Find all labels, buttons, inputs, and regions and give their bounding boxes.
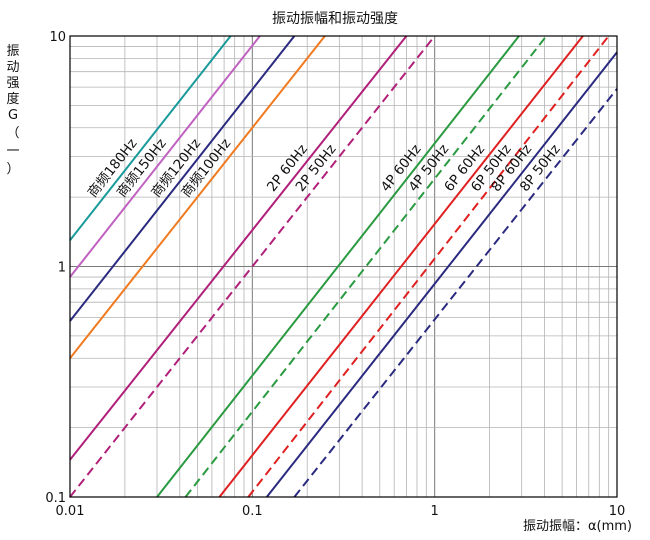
series-lines (69, 35, 618, 498)
y-axis-label-char: 动 (6, 60, 19, 75)
series-line (69, 35, 326, 359)
y-tick-label: 0.1 (45, 491, 66, 506)
series-line (218, 35, 584, 498)
y-axis-label-char: 一 (6, 144, 19, 159)
y-axis-label-char: 强 (6, 76, 19, 91)
x-tick-label: 1 (431, 504, 439, 519)
grid (69, 36, 617, 498)
x-axis-label: 振动振幅：α(mm) (523, 519, 632, 534)
y-axis-label-char: 度 (6, 91, 19, 107)
y-axis-label-char: （ (6, 126, 19, 141)
y-tick-label: 1 (58, 261, 66, 276)
plot-frame (69, 35, 618, 498)
series-line (156, 35, 520, 498)
series-line (69, 35, 408, 461)
x-tick-label: 0.01 (56, 504, 85, 519)
x-tick-label: 0.1 (242, 504, 263, 519)
series-line (69, 35, 261, 278)
y-tick-label: 10 (49, 30, 66, 45)
y-axis-label-char: ） (6, 162, 19, 177)
series-line (293, 88, 618, 498)
series-line (265, 51, 618, 498)
series-line (69, 35, 232, 241)
chart-title: 振动振幅和振动强度 (272, 11, 398, 27)
x-tick-label: 10 (609, 504, 626, 519)
y-axis-label-char: 振 (6, 44, 19, 59)
y-axis-label-char: G (8, 108, 18, 123)
series-line (69, 35, 296, 322)
